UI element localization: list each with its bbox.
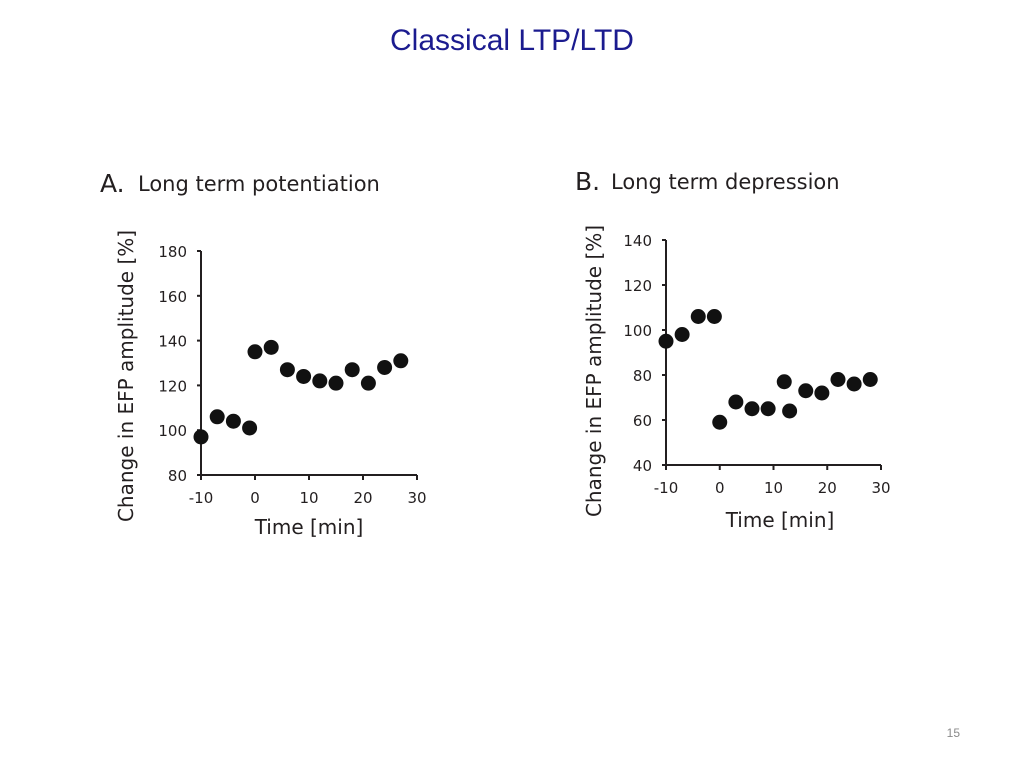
data-point (712, 414, 728, 430)
slide-title: Classical LTP/LTD (390, 24, 634, 57)
panel-ltd: B. Long term depression Change in EFP am… (575, 167, 891, 532)
data-point (296, 368, 312, 384)
data-point (782, 403, 798, 419)
data-point (193, 429, 209, 445)
data-point (706, 309, 722, 324)
x-tick-label: 10 (764, 479, 783, 497)
y-tick-label: 80 (633, 367, 652, 385)
panel-ltp: A. Long term potentiation Change in EFP … (100, 169, 427, 539)
y-tick-label: 80 (168, 467, 187, 485)
data-point (242, 420, 258, 436)
y-tick-label: 140 (158, 333, 187, 351)
y-tick-label: 180 (158, 243, 187, 261)
data-point (279, 362, 295, 378)
data-point (674, 327, 690, 342)
data-point (393, 353, 409, 369)
x-tick-label: 30 (871, 479, 890, 497)
data-point (328, 375, 344, 391)
data-point (690, 309, 706, 324)
y-tick-label: 60 (633, 412, 652, 430)
x-axis-label: Time [min] (254, 515, 364, 539)
x-tick-label: 30 (407, 489, 426, 507)
y-tick-label: 160 (158, 288, 187, 306)
page-number: 15 (946, 726, 960, 740)
panel-title: Long term depression (611, 170, 840, 194)
data-point (846, 376, 862, 392)
y-tick-label: 120 (623, 277, 652, 295)
panel-letter: A. (100, 169, 125, 198)
x-tick-label: 20 (353, 489, 372, 507)
data-point (209, 409, 225, 425)
x-tick-label: 10 (299, 489, 318, 507)
data-point (814, 385, 830, 401)
y-tick-label: 100 (623, 322, 652, 340)
data-point (830, 372, 846, 387)
data-point (225, 413, 241, 429)
x-tick-label: 20 (818, 479, 837, 497)
data-point (760, 401, 776, 417)
data-point (344, 362, 360, 378)
data-point (862, 372, 878, 387)
data-point (728, 394, 744, 410)
data-point (744, 401, 760, 417)
data-point (312, 373, 328, 389)
data-point (377, 359, 393, 375)
panel-title: Long term potentiation (138, 172, 380, 196)
y-tick-label: 120 (158, 377, 187, 395)
x-tick-label: 0 (715, 479, 725, 497)
panel-letter: B. (575, 167, 600, 196)
data-point (247, 344, 263, 360)
data-point (360, 375, 376, 391)
data-point (776, 374, 792, 390)
x-axis-label: Time [min] (725, 508, 835, 532)
x-tick-label: -10 (654, 479, 679, 497)
data-point (798, 383, 814, 399)
y-tick-label: 100 (158, 422, 187, 440)
y-axis-label: Change in EFP amplitude [%] (114, 230, 138, 522)
data-point (658, 333, 674, 349)
x-tick-label: -10 (189, 489, 214, 507)
x-tick-label: 0 (250, 489, 260, 507)
y-axis-label: Change in EFP amplitude [%] (582, 225, 606, 517)
data-point (263, 339, 279, 355)
y-tick-label: 140 (623, 232, 652, 250)
y-tick-label: 40 (633, 457, 652, 475)
